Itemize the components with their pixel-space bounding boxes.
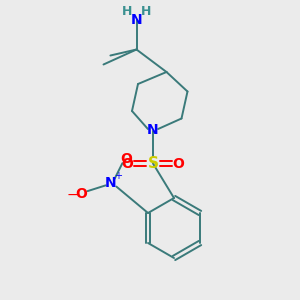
Text: O: O bbox=[122, 157, 134, 170]
Text: N: N bbox=[105, 176, 117, 190]
Text: O: O bbox=[172, 157, 184, 170]
Text: H: H bbox=[122, 4, 132, 18]
Text: H: H bbox=[141, 4, 151, 18]
Text: O: O bbox=[75, 187, 87, 200]
Text: O: O bbox=[120, 152, 132, 166]
Text: +: + bbox=[114, 171, 122, 182]
Text: S: S bbox=[148, 156, 158, 171]
Text: N: N bbox=[147, 124, 159, 137]
Text: −: − bbox=[67, 188, 78, 202]
Text: N: N bbox=[131, 13, 142, 26]
